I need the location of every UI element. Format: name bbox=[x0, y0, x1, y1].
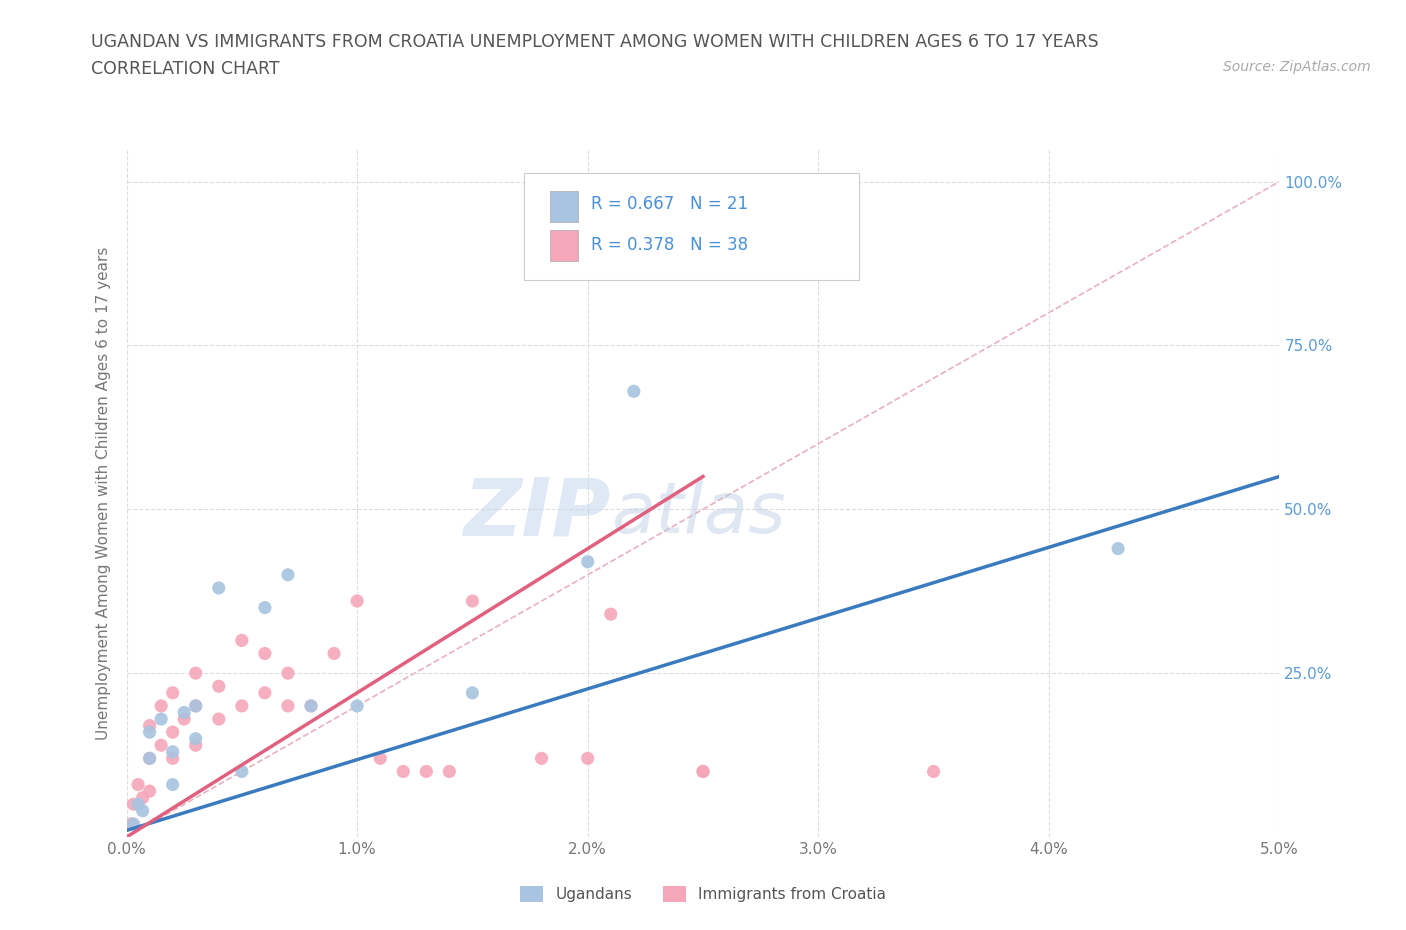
Point bbox=[208, 679, 231, 694]
Point bbox=[127, 777, 149, 792]
Point bbox=[122, 797, 145, 812]
Point bbox=[576, 751, 599, 765]
Text: UGANDAN VS IMMIGRANTS FROM CROATIA UNEMPLOYMENT AMONG WOMEN WITH CHILDREN AGES 6: UGANDAN VS IMMIGRANTS FROM CROATIA UNEMP… bbox=[91, 33, 1099, 50]
Point bbox=[277, 698, 299, 713]
Point bbox=[162, 777, 184, 792]
Point bbox=[299, 698, 322, 713]
Point bbox=[162, 685, 184, 700]
Point bbox=[138, 784, 160, 799]
Point bbox=[323, 646, 346, 661]
Point bbox=[162, 744, 184, 759]
Text: R = 0.667   N = 21: R = 0.667 N = 21 bbox=[591, 195, 748, 213]
Point bbox=[530, 751, 553, 765]
Point bbox=[461, 685, 484, 700]
Text: Source: ZipAtlas.com: Source: ZipAtlas.com bbox=[1223, 60, 1371, 74]
FancyBboxPatch shape bbox=[550, 230, 578, 261]
FancyBboxPatch shape bbox=[524, 173, 859, 280]
Point bbox=[184, 731, 207, 746]
Point bbox=[150, 711, 173, 726]
Point bbox=[150, 737, 173, 752]
Point bbox=[253, 685, 276, 700]
Text: R = 0.378   N = 38: R = 0.378 N = 38 bbox=[591, 236, 748, 254]
Point bbox=[138, 724, 160, 739]
Point bbox=[173, 711, 195, 726]
Point bbox=[599, 606, 621, 621]
Point bbox=[138, 718, 160, 733]
Point bbox=[415, 764, 437, 779]
Point bbox=[299, 698, 322, 713]
Point bbox=[173, 705, 195, 720]
Point bbox=[138, 751, 160, 765]
Point bbox=[392, 764, 415, 779]
Point bbox=[162, 724, 184, 739]
Point bbox=[461, 593, 484, 608]
Point bbox=[576, 554, 599, 569]
Point bbox=[692, 764, 714, 779]
Point bbox=[623, 384, 645, 399]
Point bbox=[277, 567, 299, 582]
Point bbox=[131, 790, 153, 805]
Point bbox=[692, 764, 714, 779]
Point bbox=[922, 764, 945, 779]
Point bbox=[120, 817, 142, 831]
Point bbox=[208, 711, 231, 726]
Point bbox=[184, 698, 207, 713]
Point bbox=[1107, 541, 1129, 556]
Point bbox=[231, 698, 253, 713]
Point bbox=[439, 764, 461, 779]
Point bbox=[127, 797, 149, 812]
Point bbox=[162, 751, 184, 765]
Point bbox=[253, 600, 276, 615]
FancyBboxPatch shape bbox=[550, 192, 578, 222]
Point bbox=[346, 593, 368, 608]
Point bbox=[208, 580, 231, 595]
Point bbox=[368, 751, 391, 765]
Legend: Ugandans, Immigrants from Croatia: Ugandans, Immigrants from Croatia bbox=[515, 881, 891, 909]
Point bbox=[184, 666, 207, 681]
Point bbox=[253, 646, 276, 661]
Point bbox=[131, 804, 153, 818]
Point bbox=[231, 633, 253, 648]
Text: CORRELATION CHART: CORRELATION CHART bbox=[91, 60, 280, 78]
Y-axis label: Unemployment Among Women with Children Ages 6 to 17 years: Unemployment Among Women with Children A… bbox=[96, 246, 111, 739]
Point bbox=[138, 751, 160, 765]
Text: atlas: atlas bbox=[610, 479, 786, 548]
Point bbox=[277, 666, 299, 681]
Point bbox=[231, 764, 253, 779]
Point bbox=[184, 737, 207, 752]
Point bbox=[346, 698, 368, 713]
Point bbox=[184, 698, 207, 713]
Point bbox=[150, 698, 173, 713]
Text: ZIP: ZIP bbox=[464, 474, 610, 552]
Point bbox=[122, 817, 145, 831]
